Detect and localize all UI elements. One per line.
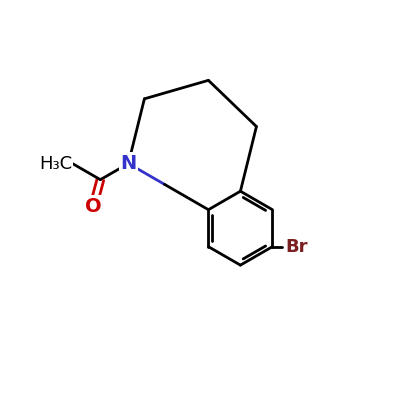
Text: O: O [85, 197, 102, 216]
Text: Br: Br [285, 238, 308, 256]
Text: H₃C: H₃C [39, 154, 72, 172]
Text: N: N [120, 154, 136, 173]
